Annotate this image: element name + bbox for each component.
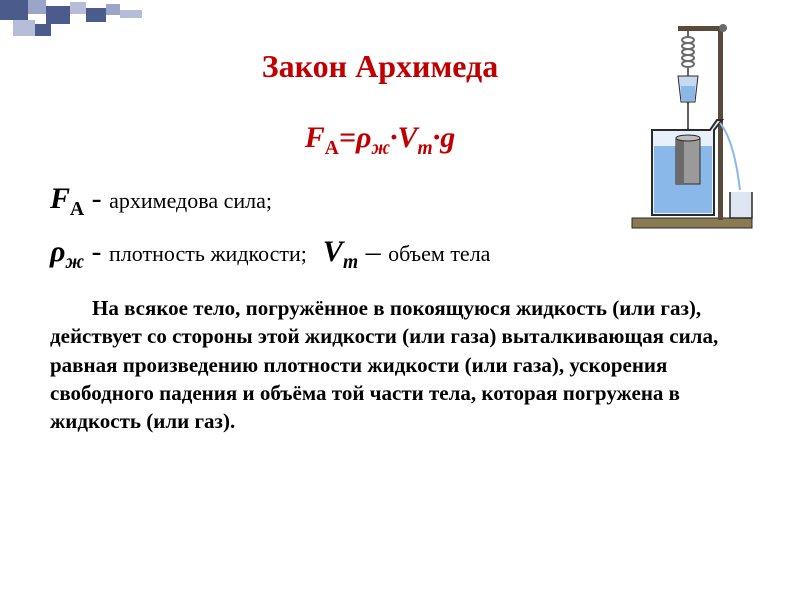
- decor-square: [120, 10, 142, 18]
- apparatus-cylinder-top: [676, 135, 700, 141]
- def1-desc: архимедова сила;: [109, 188, 272, 213]
- formula-rho-sub: ж: [371, 138, 390, 159]
- apparatus-illustration: [622, 20, 762, 230]
- def2b-sym-letter: V: [323, 235, 343, 268]
- def2a-sym-sub: ж: [65, 252, 84, 273]
- decor-square: [13, 20, 35, 36]
- def2a-sym-letter: ρ: [50, 235, 65, 268]
- def2b-dash: –: [358, 235, 388, 268]
- def2b-sym-sub: т: [343, 252, 358, 273]
- apparatus-spring: [682, 31, 694, 76]
- formula-V-sub: т: [418, 138, 433, 159]
- apparatus-svg: [622, 20, 762, 230]
- def2a-dash: -: [84, 235, 109, 268]
- formula-lhs-F: F: [305, 121, 325, 154]
- def2b-symbol: Vт: [323, 235, 358, 268]
- apparatus-clamp: [719, 24, 727, 32]
- apparatus-cylinder-shadow: [676, 138, 684, 184]
- apparatus-base: [632, 218, 752, 228]
- apparatus-cup: [730, 192, 752, 218]
- formula-rho: ρ: [356, 121, 371, 154]
- formula-eq: =: [339, 121, 356, 154]
- formula-dot1: ∙: [390, 121, 398, 154]
- def1-sym-letter: F: [50, 182, 70, 215]
- formula-g: g: [440, 121, 455, 154]
- def1-dash: -: [84, 182, 109, 215]
- def2a-desc: плотность жидкости;: [109, 241, 307, 266]
- def1-symbol: FA: [50, 182, 84, 215]
- decor-square: [106, 4, 120, 15]
- def2a-symbol: ρж: [50, 235, 84, 268]
- decor-square: [86, 8, 106, 22]
- def2b-desc: объем тела: [388, 241, 490, 266]
- apparatus-arm: [678, 26, 723, 31]
- formula-V: V: [398, 121, 418, 154]
- law-text: На всякое тело, погружённое в покоящуюся…: [50, 294, 760, 436]
- def1-sym-sub: A: [70, 199, 84, 220]
- apparatus-bucket-water: [681, 86, 695, 101]
- decor-square: [70, 2, 86, 14]
- definition-line-2: ρж - плотность жидкости; Vт – объем тела: [50, 235, 760, 274]
- formula-lhs-sub: A: [325, 138, 339, 159]
- decor-square: [0, 0, 28, 20]
- decor-square: [46, 6, 70, 24]
- decor-square: [28, 0, 46, 14]
